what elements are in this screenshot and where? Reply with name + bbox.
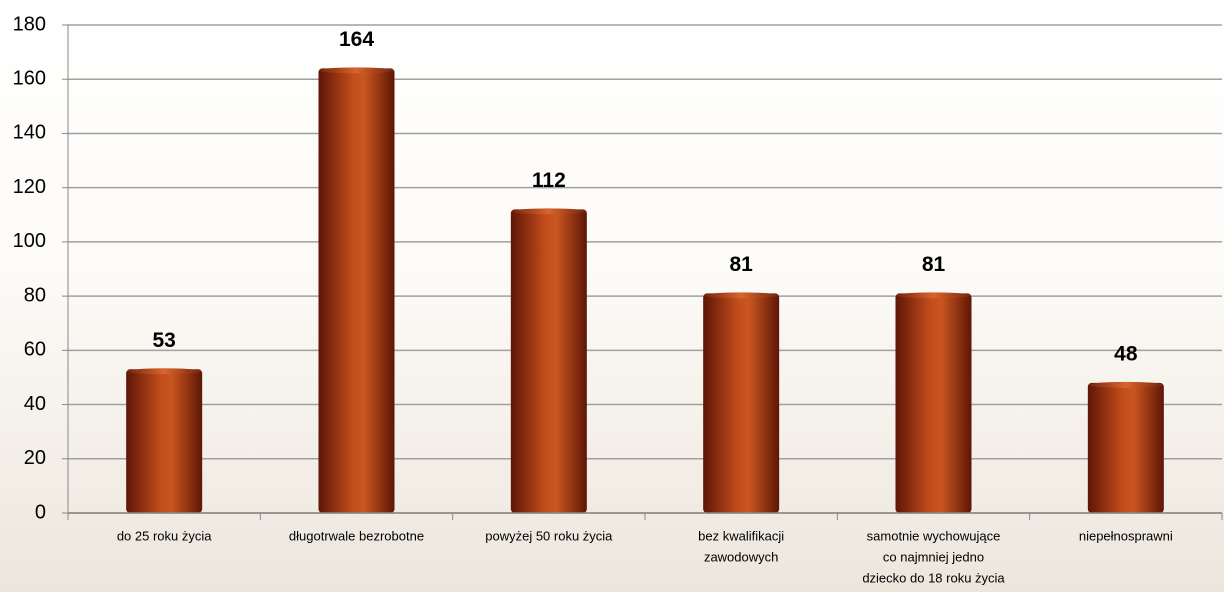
bar-cap — [319, 67, 394, 74]
bar-cap — [896, 292, 971, 299]
x-tick-label: zawodowych — [704, 549, 778, 564]
value-label: 112 — [532, 169, 566, 192]
y-tick-label: 0 — [35, 501, 46, 523]
y-tick-label: 60 — [24, 339, 46, 361]
bar — [895, 293, 972, 513]
y-tick-label: 40 — [24, 393, 46, 415]
x-tick-label: dziecko do 18 roku życia — [862, 570, 1005, 585]
x-tick-label: do 25 roku życia — [117, 528, 212, 543]
y-tick-label: 80 — [24, 284, 46, 306]
y-tick-label: 100 — [13, 230, 46, 252]
x-tick-label: długotrwale bezrobotne — [289, 528, 424, 543]
value-label: 164 — [339, 28, 374, 51]
bar — [126, 369, 203, 513]
x-tick-label: niepełnosprawni — [1079, 528, 1173, 543]
x-tick-label: powyżej 50 roku życia — [485, 528, 613, 543]
value-label: 48 — [1114, 342, 1138, 365]
bar-cap — [127, 368, 202, 375]
value-label: 53 — [152, 329, 175, 352]
y-tick-label: 140 — [13, 122, 46, 144]
bar — [510, 209, 587, 513]
bar — [703, 293, 780, 513]
y-tick-label: 180 — [13, 13, 46, 35]
bar — [318, 68, 395, 513]
bar — [1087, 382, 1164, 513]
y-tick-label: 160 — [13, 68, 46, 90]
y-tick-label: 120 — [13, 176, 46, 198]
x-tick-label: bez kwalifikacji — [698, 528, 784, 543]
value-label: 81 — [922, 253, 946, 276]
value-label: 81 — [729, 253, 753, 276]
x-tick-label: co najmniej jedno — [883, 549, 984, 564]
x-tick-label: samotnie wychowujące — [867, 528, 1001, 543]
bar-cap — [704, 292, 779, 299]
bar-cap — [1088, 381, 1163, 388]
y-tick-label: 20 — [24, 447, 46, 469]
bar-cap — [511, 208, 586, 215]
